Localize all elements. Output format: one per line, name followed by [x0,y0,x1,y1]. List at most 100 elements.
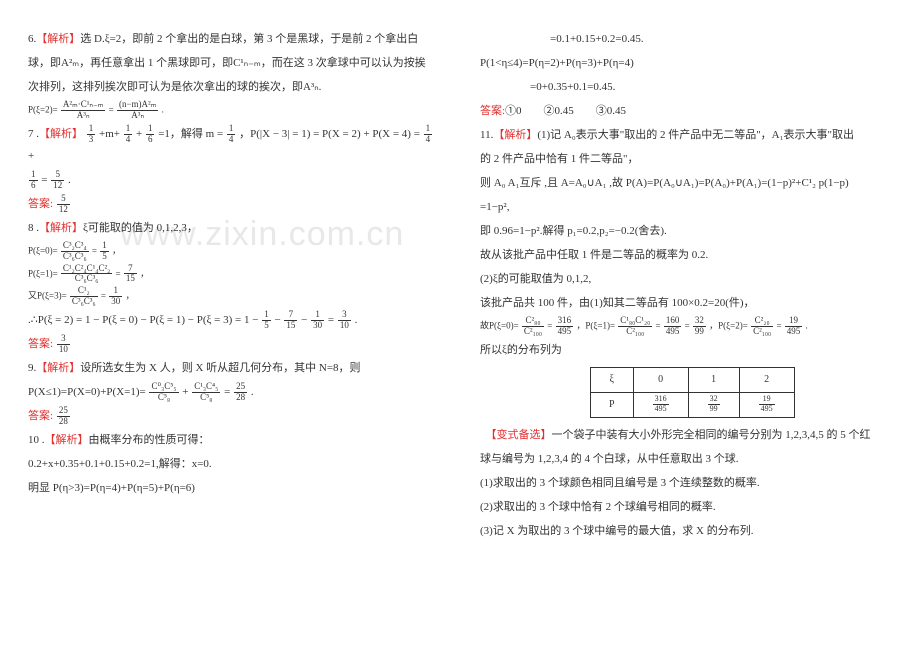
analysis-label: 【解析】 [39,222,83,234]
q11-l2: 的 2 件产品中恰有 1 件二等品"， [480,148,892,170]
d: C³₆C³₆ [70,297,98,307]
d: 99 [693,327,706,337]
f: 2528 [57,406,70,427]
d: C²₁₀₀ [751,327,773,337]
f: C¹₂C³₆C³₆ [70,286,98,307]
t: 又P(ξ=3)= [28,291,67,301]
d: 495 [785,327,803,337]
d: C²₁₀₀ [618,327,652,337]
q6-line1: 6.【解析】选 D.ξ=2，即前 2 个拿出的是白球，第 3 个是黑球，于是前 … [28,28,440,50]
d: 4 [227,135,236,145]
q9-num: 9. [28,362,36,374]
q9-line1: 9.【解析】设所选女生为 X 人，则 X 听从超几何分布，其中 N=8，则 [28,357,440,379]
f: C²₈₀C²₁₀₀ [522,316,544,337]
d: 30 [109,297,122,307]
f: 316495 [556,316,574,337]
t: = [224,386,230,398]
t: = [328,314,334,326]
t: ， [112,245,121,255]
q9-answer: 答案: 2528 [28,405,440,427]
td-p1: 3299 [688,392,739,417]
td-p2: 19495 [739,392,794,417]
t: . [251,386,254,398]
t: ，P(ξ=1)= [576,320,615,330]
right-column: =0.1+0.15+0.2=0.45. P(1<η≤4)=P(η=2)+P(η=… [460,0,920,651]
analysis-label: 【解析】 [36,33,80,45]
q11-l6: 故从该批产品中任取 1 件是二等品的概率为 0.2. [480,244,892,266]
f13: 13 [87,124,96,145]
f: 3299 [693,316,706,337]
d: 15 [124,274,137,284]
variant-label: 【变式备选】 [491,429,552,441]
q8-line1: 8 .【解析】ξ可能取的值为 0,1,2,3， [28,217,440,239]
f: 715 [124,264,137,285]
d: 495 [664,327,682,337]
variant-l1: 【变式备选】一个袋子中装有大小外形完全相同的编号分别为 1,2,3,4,5 的 … [480,424,892,446]
answer-label: 答案: [480,105,505,117]
answer-label: 答案: [28,198,53,210]
t: ， [140,268,149,278]
f: 130 [311,310,324,331]
q8-num: 8 . [28,222,39,234]
q6-frac2: (n−m)A²ₘA³ₙ [117,100,158,121]
dot: . [162,104,164,114]
q11-l4: =1−p², [480,196,892,218]
f: C¹₈₀C¹₂₀C²₁₀₀ [618,316,652,337]
q6-line3: 次排列，这排列挨次即可认为是依次拿出的球的挨次，即A³ₙ. [28,76,440,98]
q10c-ans-text: ①0 ②0.45 ③0.45 [505,105,626,117]
q11-l1: 11.【解析】(1)记 A₀表示大事"取出的 2 件产品中无二等品"，A₁表示大… [480,124,892,146]
q8-rest: ξ可能取的值为 0,1,2,3， [83,222,198,234]
t: ，P(|X − 3| = 1) = P(X = 2) + P(X = 4) = [239,128,420,140]
variant-l2: 球与编号为 1,2,3,4 的 4 个白球，从中任意取出 3 个球. [480,448,892,470]
analysis-label: 【解析】 [493,129,537,141]
th-1: 1 [688,367,739,392]
d: C³₆C³₆ [61,252,89,262]
t: +m+ [99,128,120,140]
d: 12 [57,205,70,215]
f: 715 [284,310,297,331]
f14b: 14 [227,124,236,145]
answer-label: 答案: [28,410,53,422]
q6-line2: 球，即A²ₘ，再任意拿出 1 个黑球即可，即C¹ₙ₋ₘ，而在这 3 次拿球中可以… [28,52,440,74]
q7-line1: 7 .【解析】 13 +m+ 14 + 16 =1，解得 m = 14 ，P(|… [28,123,440,167]
q10c-answer: 答案:①0 ②0.45 ③0.45 [480,100,892,122]
d: 495 [653,405,669,414]
d: 28 [234,393,247,403]
distribution-table: ξ 0 1 2 P 316495 3299 19495 [590,367,795,418]
th-xi: ξ [591,367,634,392]
table-row-p: P 316495 3299 19495 [591,392,795,417]
d: C⁵₈ [192,393,220,403]
f: 160495 [664,316,682,337]
d: 10 [57,345,70,355]
d: 6 [29,181,38,191]
t: ， [125,291,134,301]
t: + [182,386,188,398]
t: P(ξ=0)= [28,245,58,255]
f: 19495 [759,395,775,414]
f: C⁰₃C⁵₅C⁵₈ [149,382,178,403]
t: = [101,291,106,301]
d: 3 [87,135,96,145]
t: − [274,314,280,326]
analysis-label: 【解析】 [36,362,80,374]
q8-p1: P(ξ=1)= C¹₂C²₄C¹₄C²₂C³₆C³₆ = 715 ， [28,264,440,285]
f: C³₂C³₄C³₆C³₆ [61,241,89,262]
d: 495 [759,405,775,414]
d: 6 [146,135,155,145]
q11-l8: 该批产品共 100 件，由(1)知其二等品有 100×0.2=20(件)， [480,292,892,314]
t: = [92,245,97,255]
d: 4 [424,135,433,145]
q9-rest: 设所选女生为 X 人，则 X 听从超几何分布，其中 N=8，则 [80,362,360,374]
d: C⁵₈ [149,393,178,403]
q11-l9: 故P(ξ=0)= C²₈₀C²₁₀₀ = 316495 ，P(ξ=1)= C¹₈… [480,316,892,337]
t: . [806,320,808,330]
th-0: 0 [633,367,688,392]
q6-f-lhs: P(ξ=2)= [28,104,58,114]
t: = [116,268,121,278]
t: = [547,320,552,330]
d: 5 [100,252,109,262]
f14c: 14 [424,124,433,145]
d: 5 [262,321,271,331]
d: 30 [311,321,324,331]
q10c-l1: =0.1+0.15+0.2=0.45. [480,28,892,50]
